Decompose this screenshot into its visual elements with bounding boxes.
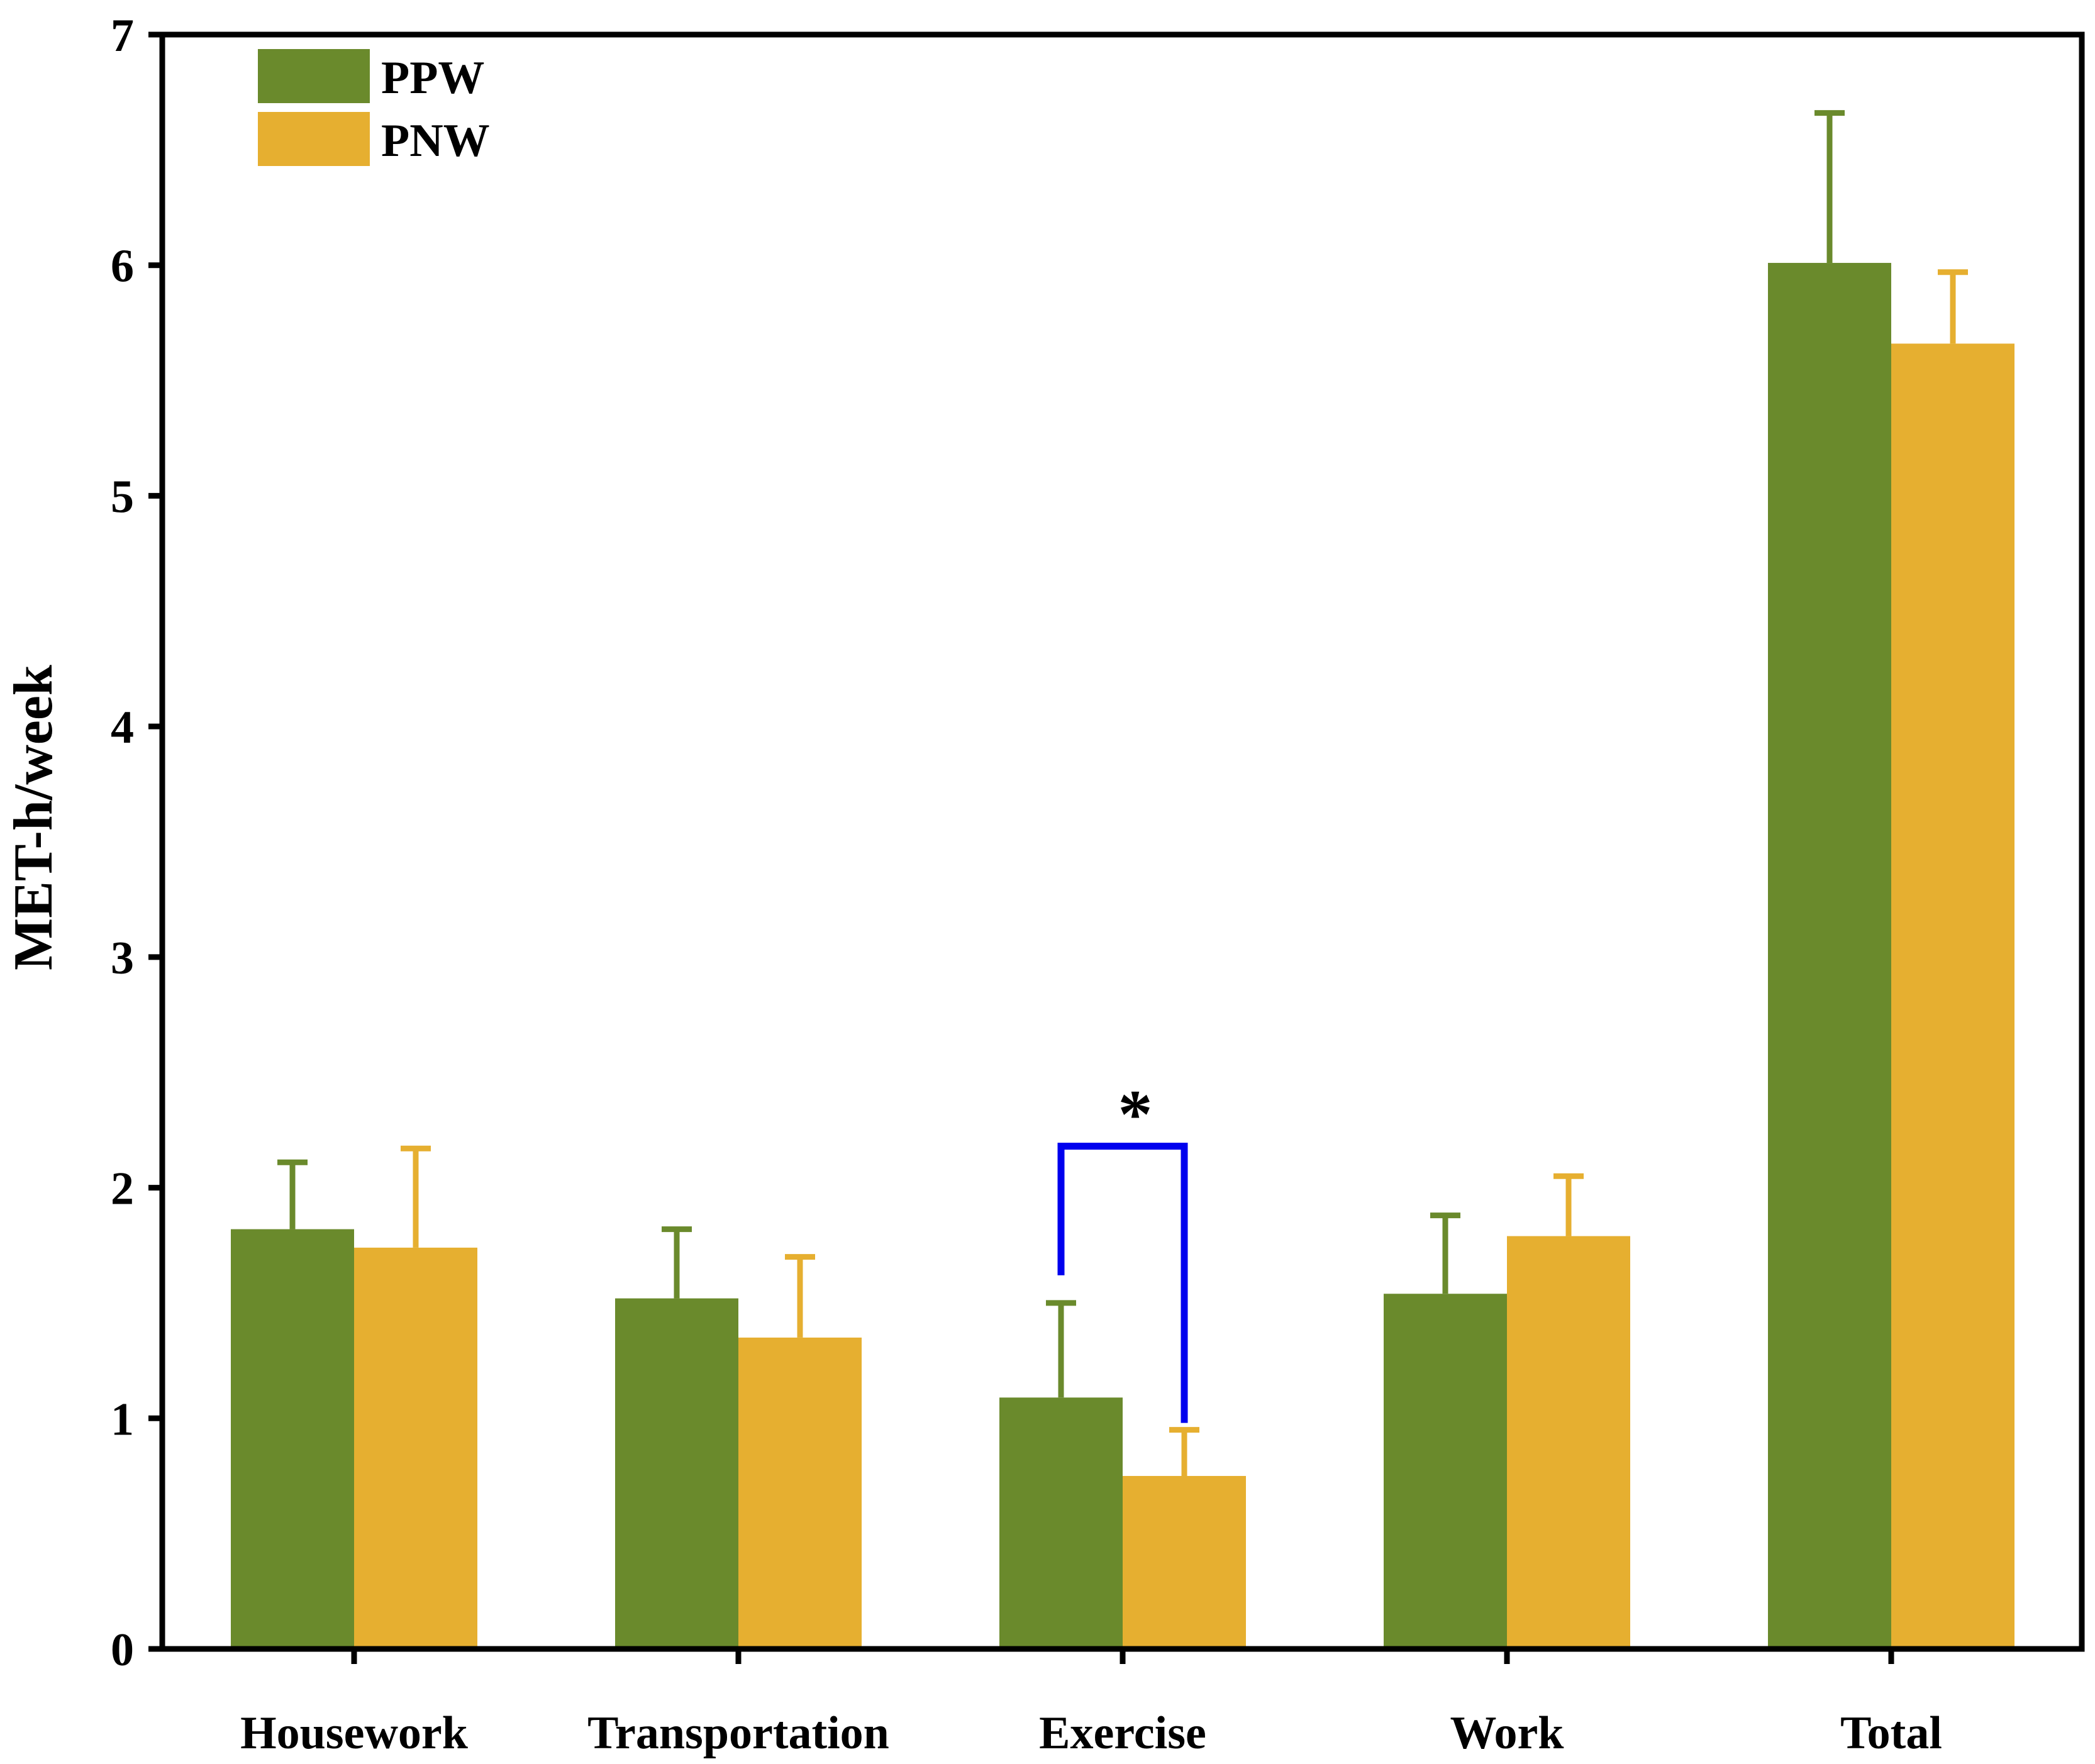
y-tick-label: 6 [111, 241, 134, 292]
legend-label-ppw: PPW [381, 52, 484, 104]
legend: PPW PNW [258, 49, 490, 167]
x-tick-label: Work [1450, 1707, 1565, 1759]
y-tick-label: 3 [111, 933, 134, 984]
y-tick-label: 1 [111, 1394, 134, 1445]
y-axis-title: MET-h/week [3, 665, 64, 970]
x-tick-label: Transportation [587, 1707, 889, 1759]
y-tick-label: 7 [111, 10, 134, 62]
x-tick-label: Total [1840, 1707, 1942, 1759]
x-tick-label: Housework [240, 1707, 469, 1759]
significance-marker: * [1118, 1076, 1153, 1153]
significance-bracket [1057, 1143, 1188, 1423]
y-tick-label: 0 [111, 1624, 134, 1676]
bar-pnw-housework [354, 1247, 477, 1649]
x-tick-label: Exercise [1039, 1707, 1206, 1759]
bar-ppw-work [1384, 1294, 1507, 1649]
y-tick-label: 4 [111, 702, 134, 753]
bar-pnw-transportation [738, 1337, 862, 1649]
y-tick-label: 5 [111, 471, 134, 523]
bar-ppw-exercise [999, 1397, 1123, 1649]
axes-layer [148, 31, 2085, 1664]
legend-label-pnw: PNW [381, 115, 490, 167]
legend-swatch-pnw [258, 112, 370, 166]
bars-layer [231, 263, 2014, 1650]
bar-pnw-exercise [1123, 1475, 1246, 1649]
error-bars-layer [277, 110, 1968, 1476]
bar-ppw-transportation [615, 1298, 738, 1649]
bar-ppw-housework [231, 1229, 354, 1649]
annotations-layer: * [1057, 1076, 1188, 1423]
legend-swatch-ppw [258, 49, 370, 103]
bar-ppw-total [1768, 263, 1891, 1650]
y-tick-label: 2 [111, 1163, 134, 1215]
bar-pnw-total [1891, 343, 2014, 1649]
bar-pnw-work [1507, 1236, 1630, 1649]
tick-labels-layer: 0 1 2 3 4 5 6 7 Housework Transportation Exercise W… [111, 10, 1942, 1759]
